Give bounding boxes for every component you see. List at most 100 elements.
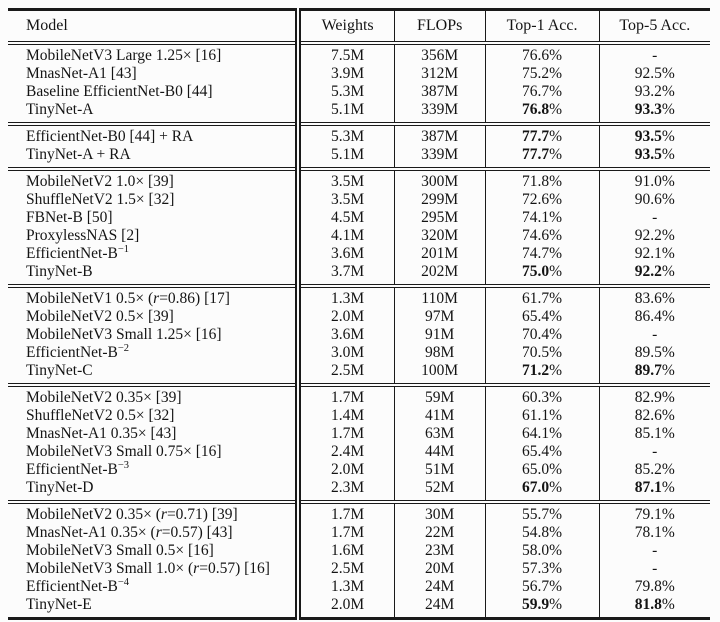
- table-row: TinyNet-E 2.0M 24M 59.9% 81.8%: [8, 596, 710, 619]
- model-cell: MnasNet-A1 [43]: [26, 65, 137, 82]
- table-row: EfficientNet-B−2 3.0M 98M 70.5% 89.5%: [8, 344, 710, 362]
- top1-cell: 56.7%: [484, 578, 600, 596]
- top5-cell: -: [598, 542, 710, 560]
- table-row: ShuffleNetV2 0.5× [32] 1.4M 41M 61.1% 82.6%: [8, 407, 710, 425]
- model-cell: MobileNetV2 0.5× [39]: [26, 308, 174, 325]
- top5-cell: 92.5%: [598, 65, 710, 83]
- top1-cell: 71.2%: [484, 362, 600, 385]
- table-row: TinyNet-B 3.7M 202M 75.0% 92.2%: [8, 263, 710, 286]
- flops-cell: 24M: [393, 578, 486, 596]
- weights-cell: 2.0M: [295, 308, 395, 326]
- table-row: MobileNetV3 Small 0.5× [16] 1.6M 23M 58.0% -: [8, 542, 710, 560]
- top5-cell: 93.2%: [598, 83, 710, 101]
- flops-cell: 110M: [393, 286, 486, 308]
- top5-cell: 89.7%: [598, 362, 710, 385]
- flops-cell: 98M: [393, 344, 486, 362]
- flops-cell: 23M: [393, 542, 486, 560]
- table-row: TinyNet-D 2.3M 52M 67.0% 87.1%: [8, 479, 710, 502]
- weights-cell: 7.5M: [295, 43, 395, 65]
- model-cell: EfficientNet-B0 [44] + RA: [26, 128, 194, 145]
- flops-cell: 356M: [393, 43, 486, 65]
- model-cell: EfficientNet-B−2: [26, 344, 130, 361]
- col-header-weights: Weights: [295, 9, 395, 43]
- weights-cell: 3.7M: [295, 263, 395, 286]
- table-row: ShuffleNetV2 1.5× [32] 3.5M 299M 72.6% 90.6%: [8, 191, 710, 209]
- model-cell: TinyNet-A + RA: [26, 146, 131, 163]
- exponent: −3: [117, 461, 130, 471]
- table-section-5: MobileNetV2 0.35× [39] 1.7M 59M 60.3% 82.9% S…: [8, 385, 710, 502]
- weights-cell: 2.0M: [295, 596, 395, 619]
- exponent: −4: [117, 578, 130, 588]
- model-cell: TinyNet-E: [26, 596, 92, 613]
- weights-cell: 2.0M: [295, 461, 395, 479]
- weights-cell: 3.6M: [295, 326, 395, 344]
- top5-cell: -: [598, 560, 710, 578]
- table-row: TinyNet-C 2.5M 100M 71.2% 89.7%: [8, 362, 710, 385]
- model-cell: ShuffleNetV2 1.5× [32]: [26, 191, 175, 208]
- top1-cell: 59.9%: [484, 596, 600, 619]
- weights-cell: 3.6M: [295, 245, 395, 263]
- weights-cell: 2.5M: [295, 362, 395, 385]
- table-row: EfficientNet-B−4 1.3M 24M 56.7% 79.8%: [8, 578, 710, 596]
- weights-cell: 2.4M: [295, 443, 395, 461]
- exponent: −1: [117, 245, 130, 255]
- top1-cell: 76.8%: [484, 101, 600, 124]
- model-cell: MobileNetV3 Small 1.0× (r=0.57) [16]: [26, 560, 270, 577]
- table-row: MobileNetV2 0.35× [39] 1.7M 59M 60.3% 82.9%: [8, 385, 710, 407]
- table-row: EfficientNet-B0 [44] + RA 5.3M 387M 77.7% 93…: [8, 124, 710, 146]
- top1-cell: 74.7%: [484, 245, 600, 263]
- top1-cell: 77.7%: [484, 124, 600, 146]
- model-cell: MnasNet-A1 0.35× [43]: [26, 425, 177, 442]
- flops-cell: 339M: [393, 146, 486, 169]
- top5-cell: 90.6%: [598, 191, 710, 209]
- model-cell: TinyNet-D: [26, 479, 94, 496]
- top1-cell: 58.0%: [484, 542, 600, 560]
- model-cell: MobileNetV2 0.35× [39]: [26, 389, 182, 406]
- top5-cell: 82.6%: [598, 407, 710, 425]
- table-row: MnasNet-A1 0.35× [43] 1.7M 63M 64.1% 85.1%: [8, 425, 710, 443]
- weights-cell: 3.0M: [295, 344, 395, 362]
- table-row: MobileNetV3 Small 0.75× [16] 2.4M 44M 65.4%…: [8, 443, 710, 461]
- top5-cell: 87.1%: [598, 479, 710, 502]
- table-row: MnasNet-A1 [43] 3.9M 312M 75.2% 92.5%: [8, 65, 710, 83]
- table-header: Model Weights FLOPs Top-1 Acc. Top-5 Acc…: [8, 9, 710, 43]
- weights-cell: 1.3M: [295, 578, 395, 596]
- top5-cell: 85.1%: [598, 425, 710, 443]
- col-header-top5: Top-5 Acc.: [598, 9, 710, 43]
- flops-cell: 52M: [393, 479, 486, 502]
- weights-cell: 4.1M: [295, 227, 395, 245]
- table-section-4: MobileNetV1 0.5× (r=0.86) [17] 1.3M 110M 61…: [8, 286, 710, 385]
- model-cell: ShuffleNetV2 0.5× [32]: [26, 407, 175, 424]
- top1-cell: 64.1%: [484, 425, 600, 443]
- weights-cell: 1.7M: [295, 524, 395, 542]
- top5-cell: 92.2%: [598, 227, 710, 245]
- table-row: MobileNetV2 0.5× [39] 2.0M 97M 65.4% 86.4%: [8, 308, 710, 326]
- top5-cell: -: [598, 326, 710, 344]
- table-row: EfficientNet-B−1 3.6M 201M 74.7% 92.1%: [8, 245, 710, 263]
- model-cell: ProxylessNAS [2]: [26, 227, 140, 244]
- top1-cell: 77.7%: [484, 146, 600, 169]
- top1-cell: 75.0%: [484, 263, 600, 286]
- flops-cell: 320M: [393, 227, 486, 245]
- weights-cell: 1.3M: [295, 286, 395, 308]
- table-section-1: MobileNetV3 Large 1.25× [16] 7.5M 356M 76.6…: [8, 43, 710, 124]
- table-row: MobileNetV2 1.0× [39] 3.5M 300M 71.8% 91.0%: [8, 169, 710, 191]
- top5-cell: 92.1%: [598, 245, 710, 263]
- top1-cell: 76.6%: [484, 43, 600, 65]
- top5-cell: 91.0%: [598, 169, 710, 191]
- top1-cell: 60.3%: [484, 385, 600, 407]
- model-cell: EfficientNet-B−3: [26, 461, 130, 478]
- flops-cell: 51M: [393, 461, 486, 479]
- col-header-flops: FLOPs: [393, 9, 486, 43]
- col-header-top1: Top-1 Acc.: [484, 9, 600, 43]
- weights-cell: 3.9M: [295, 65, 395, 83]
- flops-cell: 201M: [393, 245, 486, 263]
- flops-cell: 30M: [393, 502, 486, 524]
- model-cell: Baseline EfficientNet-B0 [44]: [26, 83, 213, 100]
- top1-cell: 65.4%: [484, 308, 600, 326]
- flops-cell: 387M: [393, 83, 486, 101]
- table-row: FBNet-B [50] 4.5M 295M 74.1% -: [8, 209, 710, 227]
- weights-cell: 3.5M: [295, 169, 395, 191]
- top1-cell: 61.1%: [484, 407, 600, 425]
